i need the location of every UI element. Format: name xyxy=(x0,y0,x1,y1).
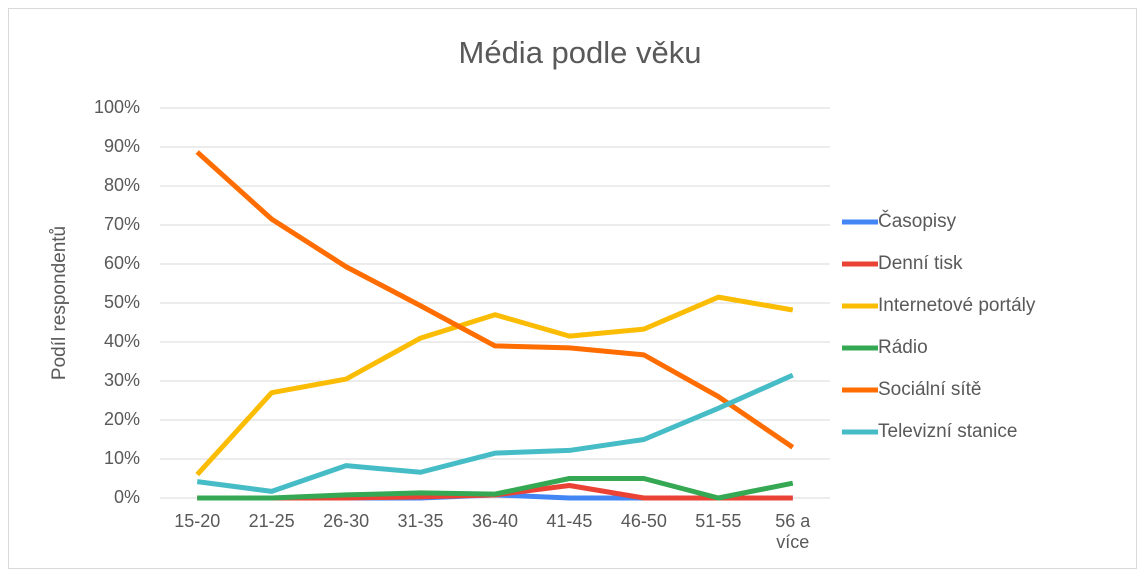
y-tick-label: 20% xyxy=(104,409,140,429)
x-tick-label: 46-50 xyxy=(620,511,667,531)
y-tick-label: 80% xyxy=(104,175,140,195)
y-tick-label: 100% xyxy=(94,97,140,117)
y-tick-label: 70% xyxy=(104,214,140,234)
legend-label: Sociální sítě xyxy=(878,379,982,400)
legend-label: Denní tisk xyxy=(878,253,963,274)
series-line xyxy=(197,476,794,501)
x-tick-label: 31-35 xyxy=(397,511,444,531)
x-tick-label: 51-55 xyxy=(695,511,742,531)
x-tick-label: 15-20 xyxy=(174,511,221,531)
legend-label: Internetové portály xyxy=(878,295,1036,316)
x-tick-label: 56 a více xyxy=(775,511,811,552)
chart-title: Média podle věku xyxy=(459,35,702,70)
x-tick-label: 26-30 xyxy=(323,511,370,531)
legend-label: Časopisy xyxy=(878,210,957,232)
x-tick-label: 21-25 xyxy=(248,511,295,531)
y-tick-label: 30% xyxy=(104,370,140,390)
y-tick-label: 90% xyxy=(104,136,140,156)
y-tick-label: 60% xyxy=(104,253,140,273)
y-tick-label: 10% xyxy=(104,448,140,468)
legend-label: Televizní stanice xyxy=(878,421,1017,442)
legend-label: Rádio xyxy=(878,337,928,358)
series-line xyxy=(195,150,795,450)
chart-border xyxy=(8,8,1137,569)
series-line xyxy=(195,294,794,477)
y-tick-label: 40% xyxy=(104,331,140,351)
x-tick-label: 41-45 xyxy=(546,511,593,531)
y-tick-label: 50% xyxy=(104,292,140,312)
y-axis-label: Podíl respondentů xyxy=(49,226,70,380)
x-tick-label: 36-40 xyxy=(471,511,519,531)
series-line xyxy=(196,372,794,494)
y-tick-label: 0% xyxy=(114,487,140,507)
